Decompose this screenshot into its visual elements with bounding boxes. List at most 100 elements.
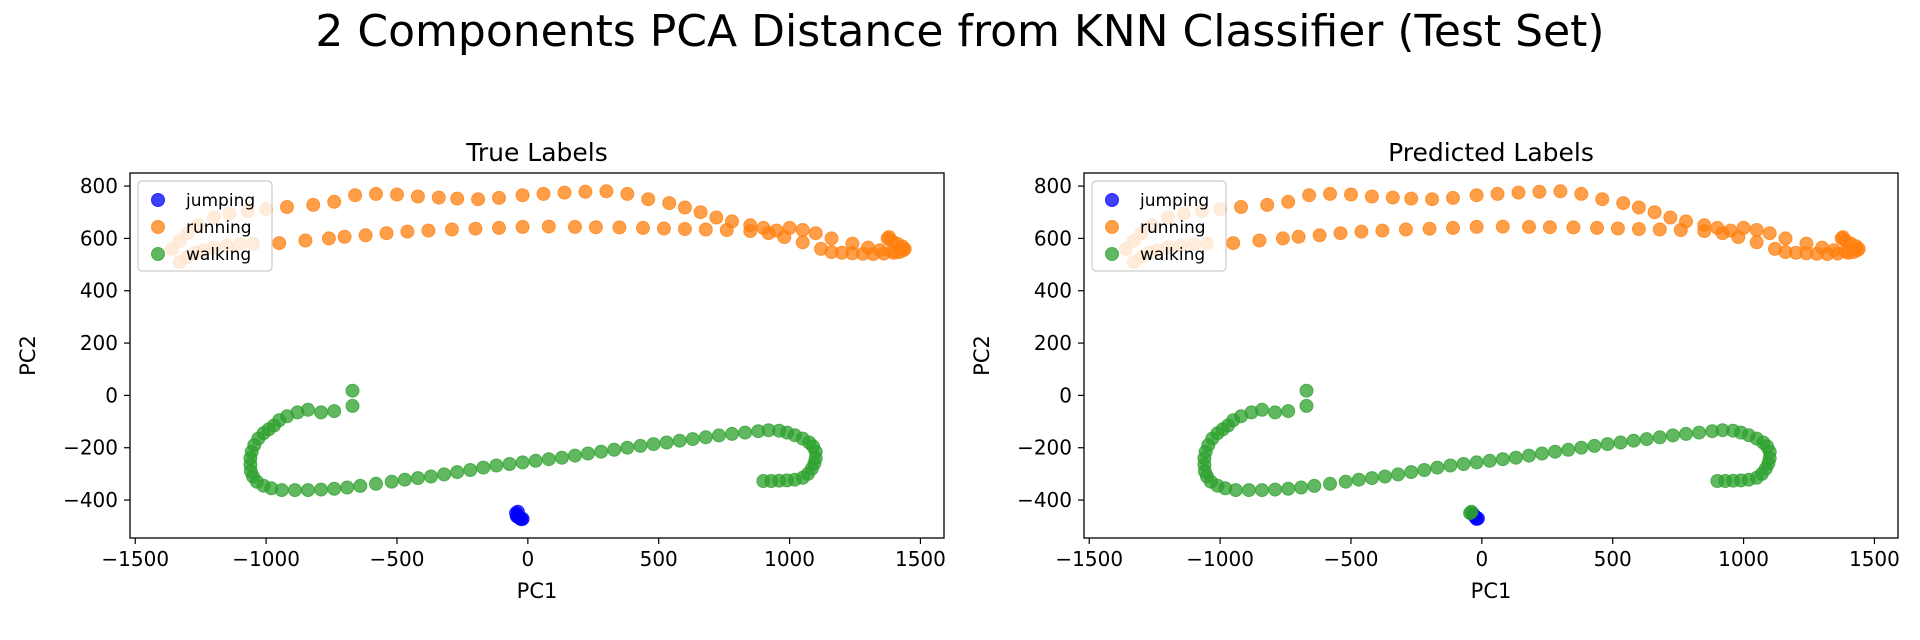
point-running xyxy=(471,192,486,207)
point-running xyxy=(743,218,758,233)
point-running xyxy=(1234,200,1248,214)
point-jumping xyxy=(509,509,524,524)
point-running xyxy=(1281,194,1296,209)
data-points xyxy=(1118,184,1866,526)
point-running xyxy=(1566,220,1581,235)
point-walking xyxy=(1535,446,1549,461)
point-running xyxy=(492,190,506,205)
legend: jumping running walking xyxy=(137,180,273,272)
x-axis-label: PC1 xyxy=(517,579,558,603)
point-running xyxy=(872,243,887,258)
x-tick-label: 0 xyxy=(521,547,534,571)
point-walking xyxy=(489,458,504,473)
point-walking xyxy=(659,435,674,450)
point-walking xyxy=(568,448,582,463)
point-walking xyxy=(1710,474,1725,488)
chart-panel-2: −1500 −1000 −500 0 500 1000 1500 −400 −200 0 200 40… xyxy=(970,138,1900,603)
legend-label-running: running xyxy=(186,218,252,238)
point-running xyxy=(1595,192,1610,207)
point-running xyxy=(1490,186,1505,201)
point-walking xyxy=(1692,425,1707,440)
point-walking xyxy=(1404,465,1419,480)
point-walking xyxy=(437,467,452,482)
point-walking xyxy=(397,472,412,487)
y-axis-label: PC2 xyxy=(970,335,994,376)
point-walking xyxy=(554,450,569,465)
legend-label-running: running xyxy=(1140,218,1206,238)
point-running xyxy=(536,186,551,201)
point-running xyxy=(1252,233,1267,248)
y-tick-label: 800 xyxy=(80,174,118,198)
y-tick-label: 600 xyxy=(80,226,118,250)
point-running xyxy=(756,220,771,235)
y-tick-label: −400 xyxy=(1017,488,1072,512)
point-walking xyxy=(1464,504,1479,519)
point-running xyxy=(369,186,383,201)
x-tick-label: 1000 xyxy=(1718,547,1769,571)
point-running xyxy=(1647,205,1662,220)
x-tick-label: −500 xyxy=(370,547,425,571)
point-running xyxy=(1553,184,1568,199)
x-tick-label: −1500 xyxy=(1055,547,1123,571)
x-tick-label: −1500 xyxy=(101,547,169,571)
legend-label-jumping: jumping xyxy=(185,191,255,211)
point-walking xyxy=(528,453,543,468)
x-axis-label: PC1 xyxy=(1471,579,1512,603)
point-walking xyxy=(1574,440,1589,455)
point-walking xyxy=(738,425,753,440)
point-running xyxy=(1425,192,1440,207)
point-walking xyxy=(1364,471,1379,486)
y-tick-label: 200 xyxy=(80,331,118,355)
point-running xyxy=(1778,231,1793,246)
point-running xyxy=(431,190,446,205)
point-running xyxy=(1631,200,1646,215)
point-running xyxy=(1364,189,1379,204)
point-running xyxy=(636,220,650,235)
x-tick-label: −1000 xyxy=(1186,547,1254,571)
point-running xyxy=(698,222,713,237)
point-running xyxy=(1663,210,1678,225)
point-running xyxy=(795,235,810,250)
point-walking xyxy=(1294,480,1309,495)
point-walking xyxy=(1268,482,1283,497)
point-running xyxy=(1291,229,1306,244)
point-running xyxy=(400,224,415,239)
point-running xyxy=(677,222,692,236)
point-walking xyxy=(620,440,635,455)
legend-marker-walking xyxy=(1105,247,1119,261)
point-running xyxy=(882,230,896,245)
point-walking xyxy=(384,474,399,489)
axes-title: True Labels xyxy=(465,138,608,167)
point-walking xyxy=(1307,478,1322,493)
point-walking xyxy=(1268,405,1283,420)
point-walking xyxy=(1522,448,1536,463)
point-running xyxy=(410,189,425,204)
point-running xyxy=(1446,220,1460,235)
point-walking xyxy=(1255,483,1269,498)
x-tick-label: 0 xyxy=(1475,547,1488,571)
point-running xyxy=(795,223,810,237)
point-walking xyxy=(633,438,648,453)
point-running xyxy=(1762,226,1777,241)
point-walking xyxy=(1281,404,1296,419)
point-walking xyxy=(340,480,355,495)
point-running xyxy=(725,214,739,229)
point-running xyxy=(1354,224,1369,239)
y-tick-label: −200 xyxy=(1017,436,1072,460)
point-walking xyxy=(1456,457,1471,471)
point-walking xyxy=(646,437,661,452)
point-walking xyxy=(756,474,771,488)
point-running xyxy=(1404,191,1419,206)
point-running xyxy=(612,220,627,235)
point-running xyxy=(1532,184,1547,199)
point-running xyxy=(1826,243,1841,258)
point-running xyxy=(1398,222,1413,237)
point-walking xyxy=(672,433,687,448)
point-walking xyxy=(369,476,383,491)
y-tick-label: 0 xyxy=(105,383,118,407)
point-running xyxy=(1323,186,1337,201)
point-running xyxy=(1522,219,1536,234)
point-running xyxy=(1838,244,1853,259)
point-running xyxy=(1736,220,1751,235)
point-running xyxy=(1574,186,1589,201)
